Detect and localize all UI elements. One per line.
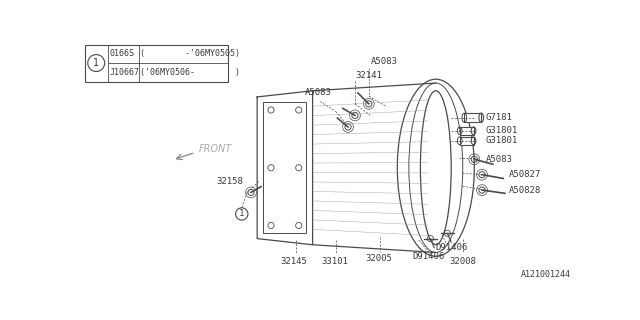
Text: A5083: A5083 [305,88,332,97]
Text: FRONT: FRONT [198,144,232,154]
Text: J10667: J10667 [109,68,140,77]
Text: 32145: 32145 [280,257,307,266]
Bar [464,113,481,122]
Text: G31801: G31801 [486,126,518,135]
Bar [263,102,307,233]
Text: 1: 1 [93,58,99,68]
Text: 32005: 32005 [365,254,392,263]
Text: A50828: A50828 [509,186,541,195]
Text: (        -'06MY0505): ( -'06MY0505) [140,49,240,58]
Text: G31801: G31801 [486,136,518,145]
Text: D91406: D91406 [436,243,468,252]
Text: 33101: 33101 [322,257,349,266]
Bar [460,127,474,135]
Text: A50827: A50827 [509,170,541,179]
Text: G7181: G7181 [486,113,513,122]
Text: 1: 1 [239,210,244,219]
Text: A121001244: A121001244 [520,270,570,279]
Bar [460,137,474,145]
Text: A5083: A5083 [371,57,397,66]
Bar [86,44,228,82]
Text: 32141: 32141 [355,71,382,80]
Text: 0166S: 0166S [109,49,134,58]
Text: 32158: 32158 [216,177,243,186]
Text: D91406: D91406 [413,252,445,261]
Text: A5083: A5083 [486,155,513,164]
Text: ('06MY0506-        ): ('06MY0506- ) [140,68,240,77]
Text: 32008: 32008 [450,257,477,266]
